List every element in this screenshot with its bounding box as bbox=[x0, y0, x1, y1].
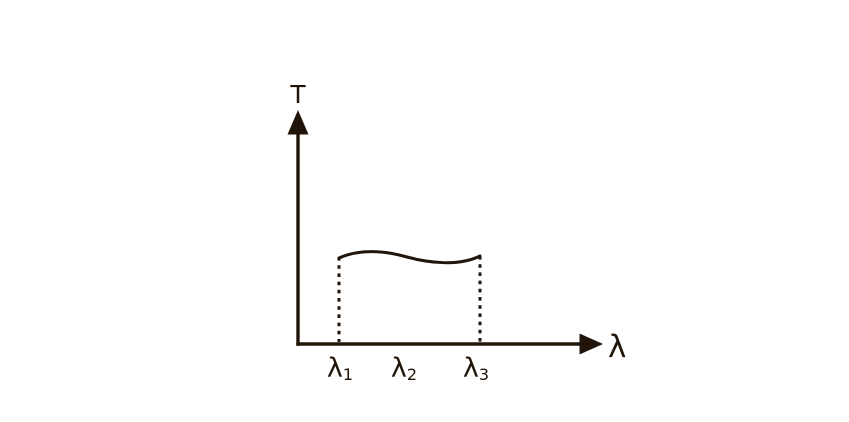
x-axis-arrowhead-icon bbox=[579, 333, 603, 355]
tick-lambda1-base: λ bbox=[327, 353, 343, 384]
transmission-curve bbox=[337, 250, 482, 265]
tick-lambda3-base: λ bbox=[463, 353, 479, 384]
y-axis-arrowhead-icon bbox=[287, 110, 309, 135]
tick-lambda2-base: λ bbox=[391, 353, 407, 384]
tick-label-lambda2: λ2 bbox=[391, 353, 417, 384]
tick-lambda3-subscript: 3 bbox=[479, 365, 489, 384]
tick-lambda1-subscript: 1 bbox=[343, 365, 353, 384]
tick-lambda2-subscript: 2 bbox=[407, 365, 417, 384]
y-axis-label: T bbox=[289, 80, 306, 109]
tick-label-lambda3: λ3 bbox=[463, 353, 489, 384]
x-axis-label: λ bbox=[608, 329, 626, 365]
tick-label-lambda1: λ1 bbox=[327, 353, 353, 384]
